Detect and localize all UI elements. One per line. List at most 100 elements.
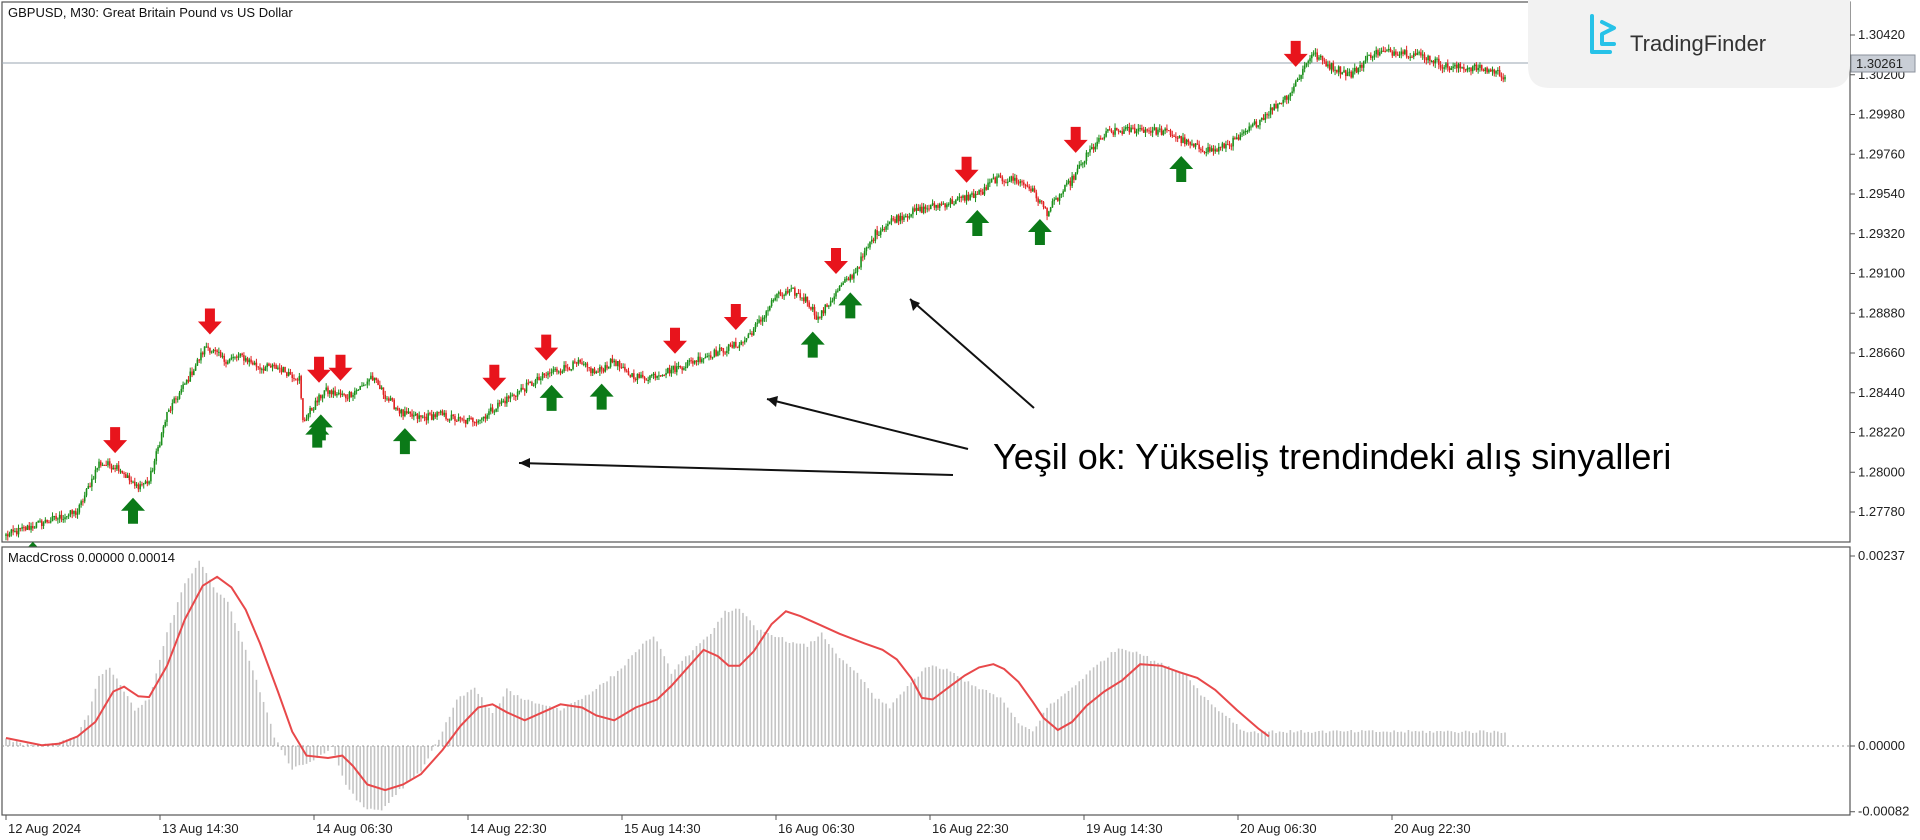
candle bbox=[269, 363, 272, 368]
candle bbox=[783, 293, 785, 300]
candle bbox=[157, 444, 159, 454]
macd-histogram-bar bbox=[810, 641, 812, 746]
macd-histogram-bar bbox=[627, 658, 630, 746]
candle bbox=[672, 365, 675, 374]
candle bbox=[867, 243, 869, 249]
candle bbox=[863, 247, 866, 260]
candle bbox=[411, 409, 413, 419]
macd-histogram-bar bbox=[169, 622, 172, 746]
candle bbox=[1479, 62, 1481, 72]
candle bbox=[1416, 49, 1419, 56]
macd-histogram-bar bbox=[1336, 730, 1338, 746]
macd-histogram-bar bbox=[5, 738, 7, 746]
candle bbox=[606, 361, 608, 371]
macd-histogram-bar bbox=[1328, 731, 1331, 746]
candle bbox=[345, 394, 347, 403]
candle bbox=[488, 408, 490, 419]
candle bbox=[688, 358, 691, 366]
macd-histogram-bar bbox=[166, 632, 168, 746]
time-tick-label: 20 Aug 22:30 bbox=[1394, 821, 1471, 836]
candle bbox=[1425, 57, 1428, 65]
candle bbox=[561, 369, 564, 374]
candle bbox=[1420, 48, 1422, 58]
macd-histogram-bar bbox=[1289, 730, 1292, 746]
macd-histogram-bar bbox=[130, 702, 133, 746]
candle bbox=[1438, 54, 1440, 70]
candle bbox=[1266, 112, 1268, 119]
macd-histogram-bar bbox=[989, 692, 991, 746]
price-pane[interactable] bbox=[1, 1, 1851, 543]
macd-histogram-bar bbox=[602, 683, 605, 746]
candle bbox=[1332, 60, 1335, 73]
macd-histogram-bar bbox=[1429, 730, 1431, 746]
candle bbox=[650, 373, 653, 378]
candle bbox=[1035, 189, 1038, 202]
candle bbox=[538, 373, 540, 381]
candle bbox=[1488, 68, 1490, 74]
candle bbox=[942, 201, 945, 205]
candle bbox=[1151, 126, 1154, 138]
macd-histogram-bar bbox=[946, 668, 948, 746]
candle bbox=[1475, 62, 1478, 72]
macd-histogram-bar bbox=[1085, 674, 1088, 746]
sell-signal-arrow bbox=[197, 308, 222, 335]
candle bbox=[659, 375, 662, 377]
macd-histogram-bar bbox=[1153, 660, 1156, 746]
candle bbox=[781, 292, 784, 299]
macd-histogram-bar bbox=[799, 643, 802, 746]
candle bbox=[230, 354, 233, 361]
macd-histogram-bar bbox=[191, 573, 193, 746]
macd-histogram-bar bbox=[112, 674, 115, 746]
candle bbox=[1212, 145, 1215, 156]
candle bbox=[196, 357, 199, 366]
candle bbox=[459, 416, 462, 423]
price-tick-label: 1.28660 bbox=[1858, 345, 1905, 360]
candle bbox=[1141, 124, 1143, 132]
candle bbox=[1414, 48, 1417, 57]
macd-histogram-bar bbox=[899, 694, 902, 746]
candle bbox=[1051, 198, 1054, 208]
candle bbox=[414, 411, 417, 417]
macd-histogram-bar bbox=[248, 660, 251, 746]
macd-histogram-bar bbox=[1414, 730, 1417, 746]
candle bbox=[384, 390, 387, 403]
macd-histogram-bar bbox=[1268, 731, 1270, 746]
price-tick-label: 1.27780 bbox=[1858, 504, 1905, 519]
macd-histogram-bar bbox=[416, 746, 419, 774]
macd-histogram-bar bbox=[348, 746, 351, 790]
candle bbox=[1244, 128, 1247, 136]
candle bbox=[482, 416, 485, 422]
macd-histogram-bar bbox=[198, 560, 200, 746]
candle bbox=[463, 415, 465, 424]
macd-histogram-bar bbox=[856, 672, 859, 746]
candle bbox=[92, 475, 95, 480]
candle bbox=[427, 409, 429, 424]
macd-histogram-bar bbox=[1361, 730, 1363, 746]
candle bbox=[540, 376, 542, 385]
macd-histogram-bar bbox=[387, 746, 390, 803]
candle bbox=[634, 377, 637, 382]
candles-group bbox=[5, 44, 1506, 541]
candle bbox=[117, 461, 120, 474]
macd-histogram-bar bbox=[1067, 690, 1070, 746]
candle bbox=[971, 191, 973, 198]
macd-histogram-bar bbox=[1418, 731, 1420, 746]
macd-histogram-bar bbox=[566, 706, 569, 746]
candle bbox=[1264, 111, 1267, 123]
candle bbox=[210, 350, 213, 354]
macd-histogram-bar bbox=[1235, 723, 1238, 746]
candle bbox=[1119, 130, 1122, 133]
candle bbox=[362, 382, 365, 387]
candle bbox=[981, 188, 984, 196]
candle bbox=[194, 363, 197, 372]
candle bbox=[951, 196, 954, 205]
candle bbox=[244, 355, 247, 363]
macd-histogram-bar bbox=[184, 583, 186, 746]
price-tick-label: 1.28880 bbox=[1858, 305, 1905, 320]
macd-histogram-bar bbox=[1182, 672, 1184, 746]
macd-histogram-bar bbox=[1332, 730, 1335, 746]
candle bbox=[713, 348, 716, 358]
candle bbox=[953, 200, 955, 206]
macd-histogram-bar bbox=[1264, 731, 1267, 746]
candle bbox=[71, 509, 73, 519]
